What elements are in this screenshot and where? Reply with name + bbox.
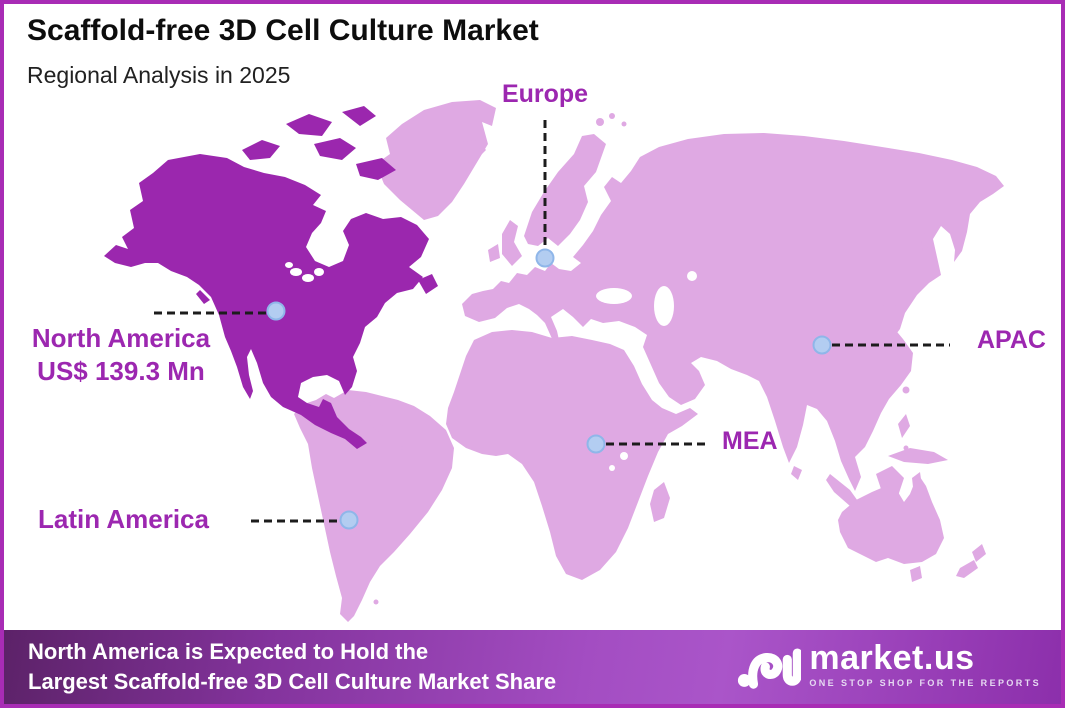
region-bahamas bbox=[362, 398, 366, 402]
region-antilles bbox=[400, 446, 404, 450]
region-hispaniola bbox=[373, 423, 387, 433]
black-sea bbox=[596, 288, 632, 304]
region-tasmania bbox=[910, 566, 922, 582]
region-north-america bbox=[104, 154, 429, 449]
region-antilles bbox=[391, 430, 395, 434]
region-eurasia bbox=[462, 133, 1004, 491]
footer-caption-line1: North America is Expected to Hold the bbox=[28, 639, 429, 664]
region-japan bbox=[883, 297, 896, 314]
region-vancouver-island bbox=[196, 290, 210, 304]
label-mea: MEA bbox=[722, 427, 778, 455]
region-falklands bbox=[373, 599, 379, 605]
region-sakhalin bbox=[921, 226, 932, 256]
latin-america-marker bbox=[339, 510, 359, 530]
logo-tagline: ONE STOP SHOP FOR THE REPORTS bbox=[809, 677, 1041, 688]
region-bahamas bbox=[368, 402, 372, 406]
region-taiwan bbox=[902, 386, 910, 394]
label-north-america-value: US$ 139.3 Mn bbox=[37, 356, 205, 386]
footer-caption-line2: Largest Scaffold-free 3D Cell Culture Ma… bbox=[28, 669, 557, 694]
region-jamaica bbox=[364, 426, 368, 430]
region-arctic-islands bbox=[286, 114, 332, 136]
logo-text-block: market.us ONE STOP SHOP FOR THE REPORTS bbox=[809, 641, 1041, 688]
region-africa bbox=[446, 330, 698, 580]
region-philippines bbox=[898, 414, 910, 438]
footer-bar: North America is Expected to Hold the La… bbox=[4, 630, 1061, 704]
world-map bbox=[104, 100, 1004, 622]
label-apac: APAC bbox=[977, 326, 1046, 354]
aral-sea bbox=[687, 271, 697, 281]
region-new-guinea bbox=[888, 448, 948, 464]
region-arctic-islands bbox=[342, 106, 376, 126]
page-title: Scaffold-free 3D Cell Culture Market bbox=[27, 14, 539, 47]
apac-marker bbox=[812, 335, 832, 355]
market-us-logo-icon bbox=[738, 648, 802, 689]
mea-marker bbox=[586, 434, 606, 454]
label-north-america: North America US$ 139.3 Mn bbox=[6, 322, 236, 388]
north-america-marker bbox=[266, 301, 286, 321]
region-madagascar bbox=[650, 482, 670, 522]
great-lakes bbox=[285, 262, 293, 268]
page-subtitle: Regional Analysis in 2025 bbox=[27, 62, 291, 88]
region-uk bbox=[502, 220, 522, 266]
region-svalbard bbox=[596, 118, 604, 126]
caspian-sea bbox=[654, 286, 674, 326]
lake-tanganyika bbox=[609, 465, 615, 471]
europe-marker bbox=[535, 248, 555, 268]
region-arctic-islands bbox=[314, 138, 356, 160]
region-australia bbox=[838, 474, 944, 564]
great-lakes bbox=[302, 274, 314, 282]
label-latin-america: Latin America bbox=[38, 504, 209, 534]
region-arctic-islands bbox=[242, 140, 280, 160]
logo-brand-text: market.us bbox=[809, 638, 975, 677]
lake-victoria bbox=[620, 452, 628, 460]
label-europe: Europe bbox=[501, 80, 589, 108]
region-scandinavia bbox=[524, 134, 606, 246]
region-japan bbox=[890, 276, 907, 300]
region-ireland bbox=[488, 244, 500, 262]
region-newfoundland bbox=[418, 274, 438, 294]
region-antilles bbox=[396, 438, 400, 442]
great-lakes bbox=[290, 268, 302, 276]
region-svalbard bbox=[621, 121, 627, 127]
market-us-logo: market.us ONE STOP SHOP FOR THE REPORTS bbox=[737, 636, 1041, 692]
region-south-america bbox=[294, 390, 454, 622]
region-greenland bbox=[376, 100, 496, 220]
region-svalbard bbox=[609, 113, 615, 119]
region-iceland bbox=[450, 140, 486, 164]
footer-caption: North America is Expected to Hold the La… bbox=[28, 637, 556, 697]
label-north-america-name: North America bbox=[31, 323, 211, 353]
region-new-zealand bbox=[956, 560, 978, 578]
great-lakes bbox=[314, 268, 324, 276]
region-new-zealand bbox=[972, 544, 986, 562]
region-japan bbox=[900, 254, 916, 280]
region-sri-lanka bbox=[791, 466, 802, 480]
region-sumatra bbox=[826, 474, 860, 506]
region-cuba bbox=[338, 408, 370, 421]
region-arctic-islands bbox=[356, 158, 396, 180]
